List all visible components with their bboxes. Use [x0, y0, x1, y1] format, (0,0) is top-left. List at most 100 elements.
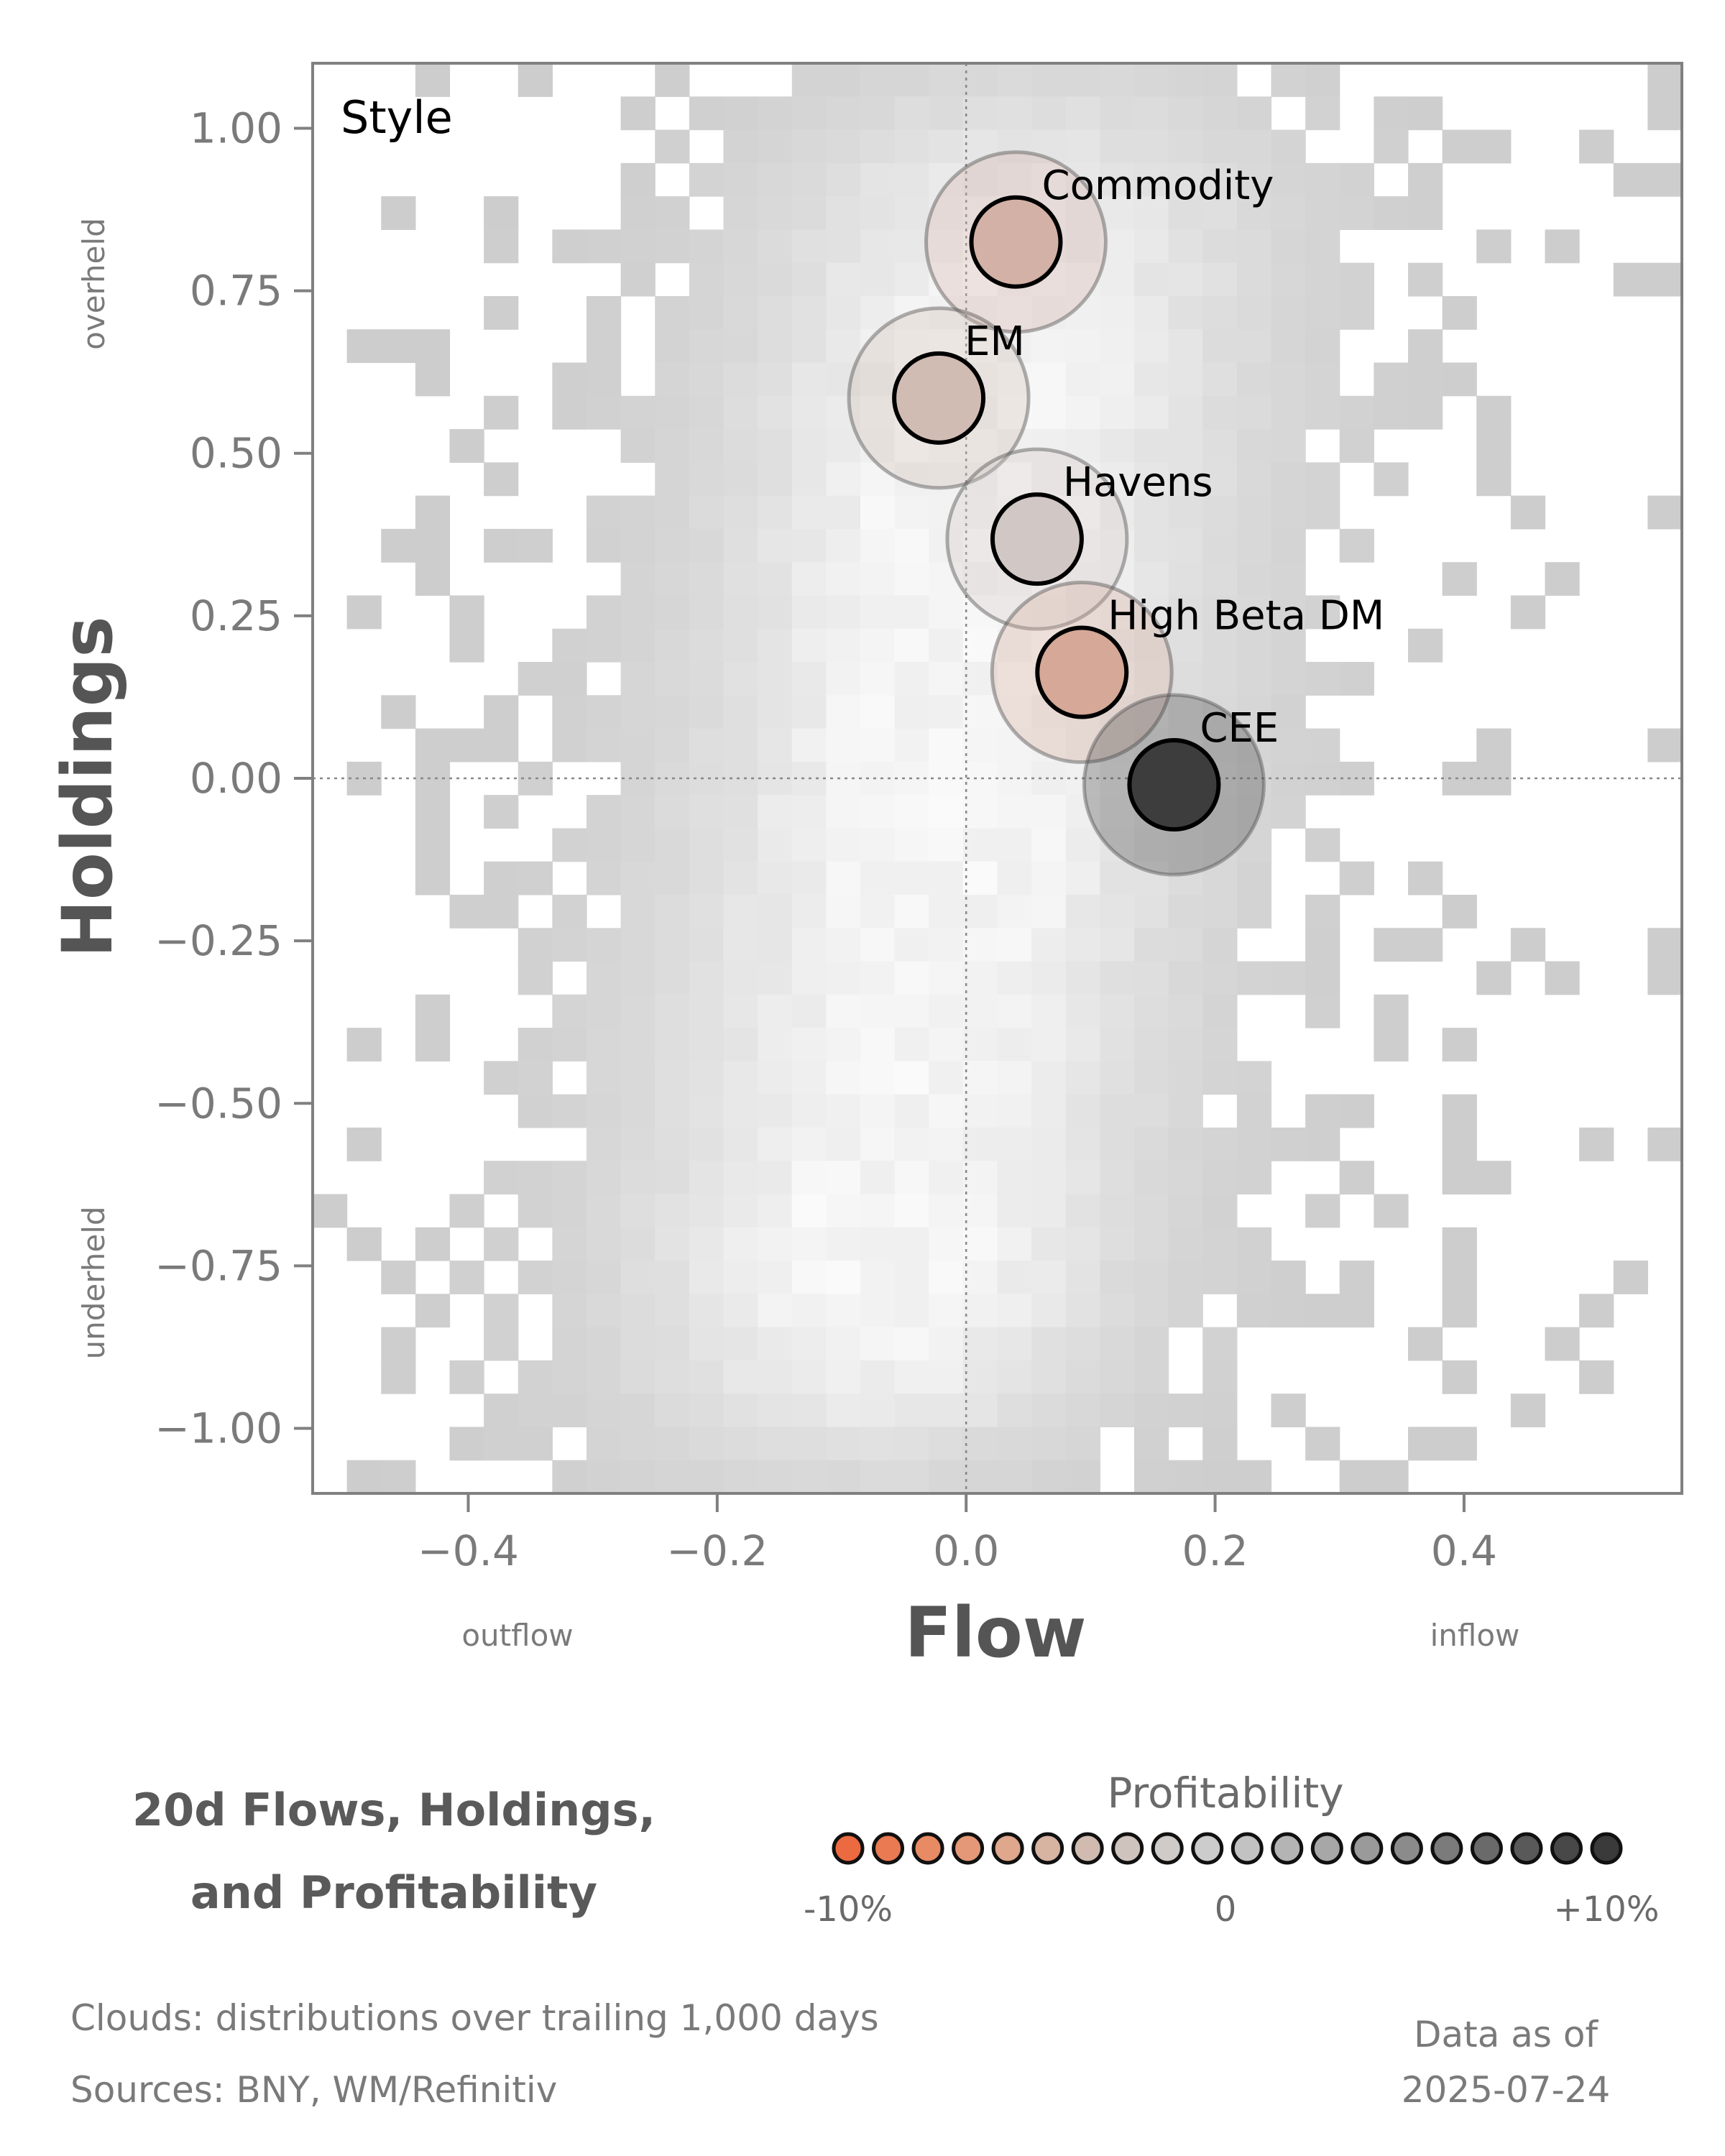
cloud-cell [552, 1460, 587, 1493]
cloud-cell [1579, 129, 1614, 164]
cloud-cell [1168, 329, 1203, 364]
cloud-cell [1579, 1360, 1614, 1394]
cloud-cell [552, 628, 587, 663]
cloud-cell [1065, 329, 1100, 364]
cloud-cell [1271, 961, 1306, 995]
cloud-cell [1202, 162, 1238, 197]
cloud-cell [1168, 1227, 1203, 1261]
cloud-cell [1031, 861, 1067, 895]
cloud-cell [552, 1327, 587, 1361]
cloud-cell [997, 795, 1032, 829]
cloud-cell [1408, 1327, 1443, 1361]
cloud-cell [826, 628, 861, 663]
cloud-cell [1408, 162, 1443, 197]
cloud-cell [723, 728, 758, 763]
cloud-cell [894, 662, 929, 696]
cloud-cell [1545, 562, 1580, 596]
cloud-cell [689, 1294, 724, 1328]
cloud-cell [929, 462, 964, 497]
cloud-cell [1168, 1061, 1203, 1095]
cloud-cell [689, 828, 724, 862]
cloud-cell [1065, 595, 1100, 630]
cloud-cell [929, 1393, 964, 1428]
cloud-cell [1202, 528, 1238, 563]
cloud-cell [415, 795, 451, 829]
cloud-cell [1202, 1261, 1238, 1294]
cloud-cell [689, 462, 724, 497]
cloud-cell [1271, 1393, 1306, 1428]
cloud-cell [1100, 528, 1135, 563]
cloud-cell [1134, 1427, 1169, 1461]
panel-label: Style [341, 91, 453, 144]
cloud-cell [723, 795, 758, 829]
cloud-cell [826, 795, 861, 829]
cloud-cell [894, 1360, 929, 1394]
cloud-cell [1408, 395, 1443, 430]
cloud-cell [826, 162, 861, 197]
legend-color-dot [1351, 1832, 1384, 1865]
cloud-cell [929, 1427, 964, 1461]
cloud-cell [962, 861, 998, 895]
y-tick-label: −0.50 [155, 1079, 282, 1128]
point-commodity: Commodity [924, 150, 1274, 334]
cloud-cell [826, 894, 861, 929]
cloud-cell [1100, 395, 1135, 430]
cloud-cell [1031, 1028, 1067, 1061]
legend-mid-label: 0 [1215, 1889, 1237, 1930]
profitability-color-scale [832, 1832, 1623, 1865]
cloud-cell [1065, 196, 1100, 230]
cloud-cell [1065, 262, 1100, 297]
cloud-cell [1339, 1261, 1374, 1294]
cloud-cell [723, 1194, 758, 1228]
cloud-cell [791, 262, 827, 297]
cloud-cell [484, 695, 519, 729]
cloud-cell [689, 1427, 724, 1461]
cloud-cell [894, 1094, 929, 1128]
cloud-cell [1168, 1127, 1203, 1161]
cloud-cell [791, 1261, 827, 1294]
cloud-cell [1065, 894, 1100, 929]
cloud-cell [620, 1261, 656, 1294]
cloud-cell [894, 861, 929, 895]
cloud-cell [1168, 495, 1203, 530]
cloud-cell [586, 1360, 622, 1394]
cloud-cell [620, 894, 656, 929]
cloud-cell [1031, 994, 1067, 1028]
cloud-cell [1168, 1393, 1203, 1428]
cloud-cell [929, 1061, 964, 1095]
cloud-cell [929, 728, 964, 763]
cloud-cell [1134, 96, 1169, 131]
cloud-cell [689, 961, 724, 995]
cloud-cell [1065, 1127, 1100, 1161]
cloud-cell [1134, 1227, 1169, 1261]
cloud-cell [620, 96, 656, 131]
cloud-cell [894, 1227, 929, 1261]
cloud-cell [620, 961, 656, 995]
cloud-cell [758, 994, 793, 1028]
cloud-cell [826, 395, 861, 430]
cloud-cell [758, 462, 793, 497]
cloud-cell [1236, 662, 1272, 696]
cloud-cell [1202, 1061, 1238, 1095]
cloud-cell [1202, 395, 1238, 430]
cloud-cell [1031, 1194, 1067, 1228]
cloud-cell [689, 628, 724, 663]
cloud-cell [894, 495, 929, 530]
cloud-cell [997, 1194, 1032, 1228]
cloud-cell [655, 961, 690, 995]
legend-color-dot [1510, 1832, 1543, 1865]
cloud-cell [826, 295, 861, 330]
cloud-cell [997, 628, 1032, 663]
cloud-cell [894, 1393, 929, 1428]
cloud-cell [484, 528, 519, 563]
cloud-cell [1613, 262, 1648, 297]
cloud-cell [1374, 96, 1409, 131]
cloud-cell [758, 229, 793, 264]
cloud-cell [723, 1393, 758, 1428]
cloud-cell [860, 728, 896, 763]
cloud-cell [1065, 1227, 1100, 1261]
cloud-cell [1442, 1161, 1477, 1195]
cloud-cell [1134, 562, 1169, 596]
cloud-cell [997, 329, 1032, 364]
cloud-cell [655, 1460, 690, 1493]
